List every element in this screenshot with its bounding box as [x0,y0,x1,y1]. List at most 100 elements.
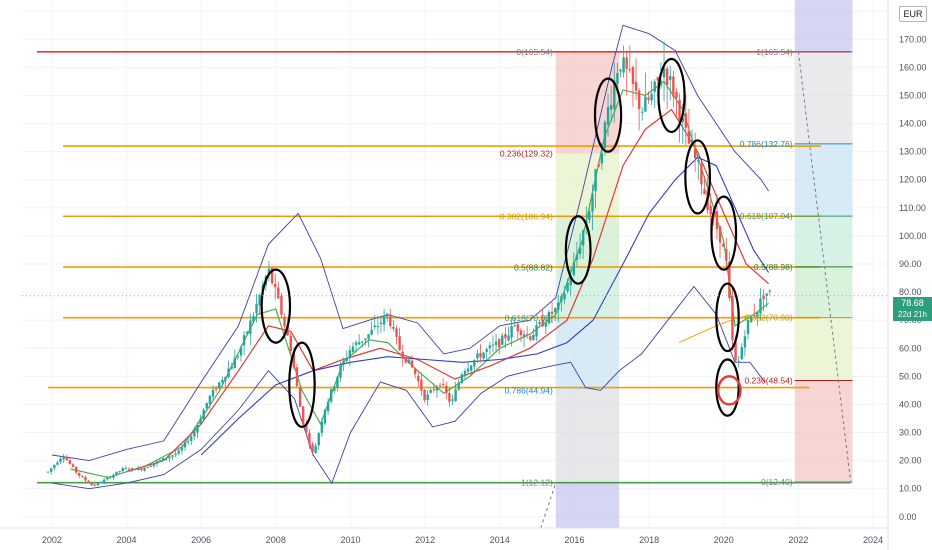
pattern-ellipse[interactable] [564,215,592,285]
candle-body [566,282,569,292]
currency-badge[interactable]: EUR [899,6,927,22]
pattern-ellipse[interactable] [593,77,623,153]
candle-body [715,210,719,230]
candle-body [634,81,638,91]
candle-body [292,352,296,368]
candle-body [594,169,597,192]
candle-body [746,320,750,334]
candle-body [140,468,143,471]
candle-body [445,385,448,394]
candle-body [616,73,619,85]
candle-body [541,319,544,327]
highlight-ellipse[interactable] [716,375,742,406]
candle-body [115,471,118,476]
candle-body [196,424,199,433]
boll-upper-line [51,24,769,462]
fib-level-label: 0.618(70.82) [505,313,553,323]
candle-body [563,293,566,300]
candle-body [709,205,712,215]
candle-body [165,458,168,460]
candle-body [591,193,594,212]
ma-fast-line [70,80,769,479]
pattern-ellipse[interactable] [260,268,292,344]
projection-dash [540,482,557,529]
pattern-ellipse[interactable] [684,139,712,215]
candle-body [672,76,675,97]
candle-body [59,458,62,463]
fib-zone-2 [794,380,853,482]
candle-body [525,334,529,336]
candle-body [109,477,112,479]
ellipse-annotations[interactable] [260,57,742,428]
candle-body [718,226,722,243]
candle-body [560,296,563,302]
candle-body [675,91,678,98]
projection-dash [797,51,852,483]
candle-body [454,389,457,401]
candle-body [513,325,516,327]
fib-zone-1 [555,482,620,528]
pattern-ellipse[interactable] [710,195,738,271]
candle-body [78,472,81,476]
candle-body [370,329,373,335]
candle-body [749,317,753,323]
pattern-ellipse[interactable] [657,57,686,134]
candle-body [721,244,725,247]
candle-body [550,311,554,315]
candle-body [81,476,84,478]
candle-body [703,189,706,195]
candle-body [588,211,591,220]
candle-body [382,315,386,325]
chart-grid [22,0,888,528]
candle-body [687,130,691,144]
fib-level-label: 0.618(107.04) [740,211,793,221]
candle-body [357,342,361,345]
candle-body [280,295,283,315]
candle-body [149,465,152,467]
fib-level-label: 1(12.12) [521,478,553,488]
y-tick-label: 90.00 [899,259,922,269]
y-tick-label: 170.00 [899,34,927,44]
candle-body [99,482,103,484]
candle-body [361,341,364,343]
candle-body [479,352,482,358]
candle-body [765,293,768,297]
candle-body [242,335,246,346]
y-tick-label: 10.00 [899,484,922,494]
candle-body [535,325,538,337]
candle-body [519,330,523,336]
candle-body [158,460,162,462]
candle-body [488,345,492,349]
candle-body [463,370,467,376]
candle-body [267,268,271,274]
candle-body [460,374,464,383]
candle-body [653,81,656,92]
y-tick-label: 140.00 [899,119,927,129]
candle-body [270,267,274,284]
candle-body [538,322,541,325]
fib-zone-2 [794,317,853,381]
candle-body [557,302,560,310]
candle-body [87,480,90,484]
candle-body [423,389,426,401]
candle-body [404,357,408,363]
candle-body [510,326,513,338]
candle-body [476,353,479,359]
fib-zone-1 [555,153,620,217]
pattern-ellipse[interactable] [715,358,740,417]
candle-body [227,368,230,378]
horizontal-lines[interactable] [36,51,853,484]
x-tick-label: 2022 [788,535,808,545]
candle-body [252,316,255,322]
pattern-ellipse[interactable] [715,282,740,353]
candle-body [379,322,383,324]
candle-body [329,389,333,402]
candlestick-series [46,41,771,487]
candle-body [728,261,731,298]
candle-body [249,320,252,334]
pattern-ellipse[interactable] [288,341,316,428]
indicator-lines [51,24,852,529]
candle-body [289,335,292,352]
